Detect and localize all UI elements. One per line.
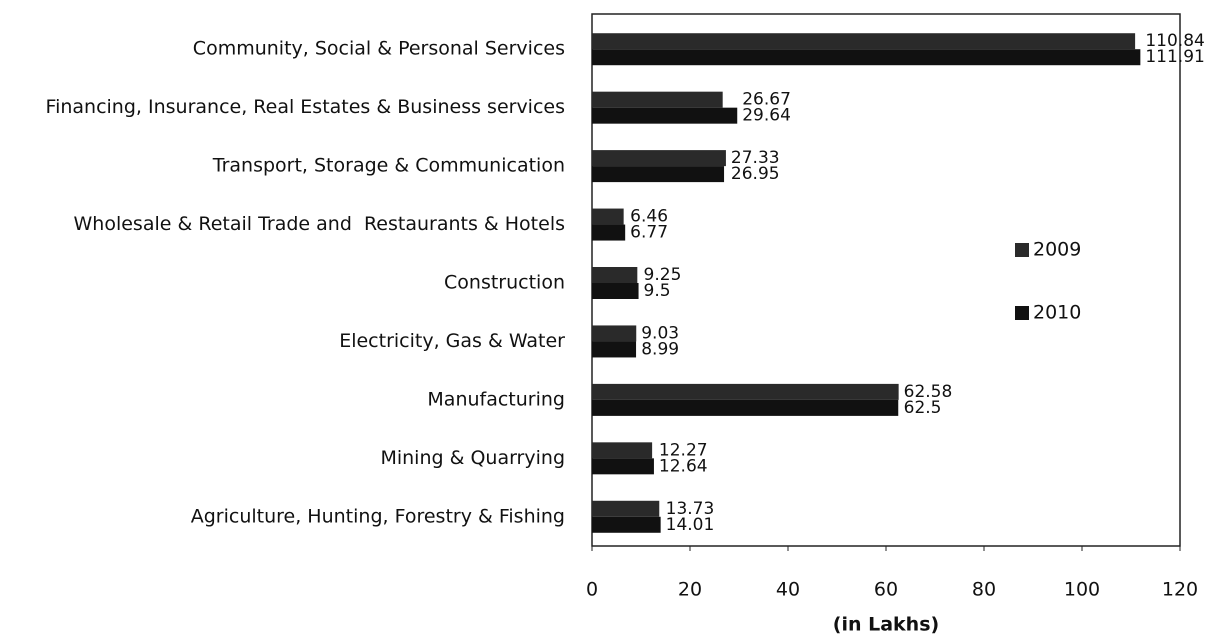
data-label: 12.64 <box>659 456 708 476</box>
data-label: 27.33 <box>731 148 780 168</box>
y-tick-label: Construction <box>444 272 565 294</box>
y-tick-label: Wholesale & Retail Trade and Restaurants… <box>74 213 565 235</box>
x-tick-label: 100 <box>1064 579 1100 601</box>
x-axis-label: (in Lakhs) <box>833 614 939 635</box>
bar <box>592 458 654 475</box>
legend-label: 2009 <box>1033 239 1081 261</box>
data-label: 62.5 <box>904 398 942 418</box>
bar <box>592 91 723 108</box>
data-label: 26.67 <box>742 90 791 110</box>
y-tick-label: Electricity, Gas & Water <box>339 330 565 352</box>
bar <box>592 107 738 124</box>
data-label: 9.03 <box>641 323 679 343</box>
legend-label: 2010 <box>1033 302 1081 324</box>
data-label: 110.84 <box>1145 31 1204 51</box>
legend-swatch <box>1015 306 1029 320</box>
y-tick-label: Manufacturing <box>427 388 565 410</box>
bar <box>592 325 637 342</box>
y-tick-label: Financing, Insurance, Real Estates & Bus… <box>46 96 565 118</box>
data-label: 9.25 <box>644 265 682 285</box>
bar <box>592 224 626 241</box>
bar <box>592 283 639 299</box>
y-tick-label: Transport, Storage & Communication <box>212 155 565 177</box>
bar <box>592 33 1136 50</box>
bar <box>592 208 624 225</box>
y-tick-label: Mining & Quarrying <box>380 447 565 469</box>
bar <box>592 383 899 400</box>
x-tick-label: 120 <box>1162 579 1198 601</box>
bar <box>592 399 899 416</box>
bar <box>592 442 653 459</box>
data-label: 9.5 <box>644 281 671 301</box>
data-label: 12.27 <box>659 440 708 460</box>
data-label: 62.58 <box>904 382 953 402</box>
x-tick-label: 40 <box>776 579 800 601</box>
bar <box>592 500 660 517</box>
data-label: 29.64 <box>742 106 791 126</box>
x-tick-label: 60 <box>874 579 898 601</box>
data-label: 6.77 <box>630 223 668 243</box>
y-tick-label: Community, Social & Personal Services <box>193 38 565 60</box>
y-tick-label: Agriculture, Hunting, Forestry & Fishing <box>191 505 565 527</box>
bar <box>592 341 637 358</box>
data-label: 14.01 <box>666 515 715 535</box>
data-label: 26.95 <box>731 164 780 184</box>
data-label: 8.99 <box>641 339 679 359</box>
bar <box>592 49 1141 66</box>
bar <box>592 516 661 533</box>
data-label: 13.73 <box>666 499 715 519</box>
data-label: 6.46 <box>630 207 668 227</box>
x-tick-label: 0 <box>586 579 598 601</box>
bar <box>592 150 726 167</box>
bar <box>592 166 725 183</box>
bar <box>592 267 638 283</box>
x-tick-label: 20 <box>678 579 702 601</box>
data-label: 111.91 <box>1145 47 1204 67</box>
legend-swatch <box>1015 243 1029 257</box>
x-tick-label: 80 <box>972 579 996 601</box>
